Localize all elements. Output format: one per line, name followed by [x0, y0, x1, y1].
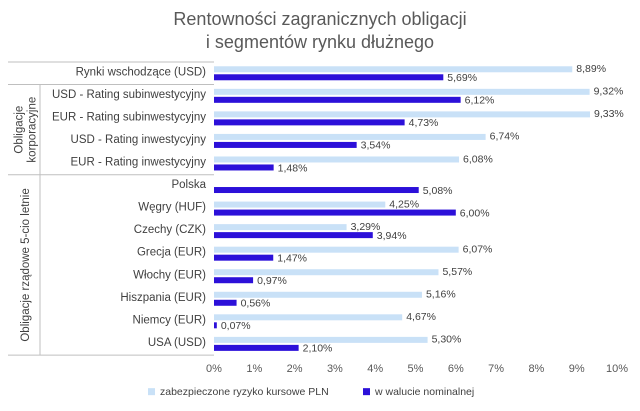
data-label-nominal-currency: 0,97%	[257, 275, 287, 287]
group-label: Obligacje rządowe 5-cio letnie	[20, 188, 32, 341]
category-label: Węgry (HUF)	[138, 202, 206, 214]
chart-title-line-2: i segmentów rynku dłużnego	[205, 32, 435, 52]
bar-hedged-pln	[214, 88, 590, 95]
data-label-hedged-pln: 6,07%	[463, 243, 493, 255]
x-tick-label: 10%	[606, 363, 628, 375]
bar-nominal-currency	[214, 254, 274, 261]
legend-swatch-hedged-pln	[148, 388, 155, 396]
bar-nominal-currency	[214, 344, 299, 351]
category-label: EUR - Rating inwestycyjny	[71, 157, 207, 169]
category-label: Hiszpania (EUR)	[120, 292, 206, 304]
data-label-hedged-pln: 6,08%	[463, 153, 493, 165]
category-label: Czechy (CZK)	[134, 224, 206, 236]
chart-title: Rentowności zagranicznych obligacji i se…	[0, 8, 640, 54]
category-label: EUR - Rating subinwestycyjny	[52, 111, 206, 123]
data-label-nominal-currency: 5,69%	[447, 72, 477, 84]
bar-hedged-pln	[214, 336, 428, 343]
bar-nominal-currency	[214, 299, 237, 306]
legend-label-nominal-currency: w walucie nominalnej	[374, 386, 474, 398]
data-label-hedged-pln: 3,29%	[351, 221, 381, 233]
bar-hedged-pln	[214, 269, 439, 276]
data-label-hedged-pln: 4,67%	[406, 311, 436, 323]
legend-label-hedged-pln: zabezpieczone ryzyko kursowe PLN	[160, 386, 329, 398]
data-label-hedged-pln: 8,89%	[576, 63, 606, 75]
data-label-hedged-pln: 5,57%	[442, 266, 472, 278]
data-label-hedged-pln: 6,74%	[490, 131, 520, 143]
bar-hedged-pln	[214, 224, 347, 231]
data-label-hedged-pln: 5,16%	[426, 289, 456, 301]
bar-nominal-currency	[214, 277, 254, 284]
data-label-nominal-currency: 3,54%	[361, 140, 391, 152]
group-label: Obligacje	[14, 106, 26, 154]
category-label: USD - Rating subinwestycyjny	[52, 89, 206, 101]
legend-swatch-nominal-currency	[363, 388, 370, 396]
x-tick-label: 0%	[206, 363, 222, 375]
data-label-nominal-currency: 0,56%	[241, 298, 271, 310]
data-label-nominal-currency: 5,08%	[423, 185, 453, 197]
category-label: Polska	[171, 179, 206, 191]
bar-hedged-pln	[214, 246, 459, 253]
bar-nominal-currency	[214, 209, 456, 216]
data-label-nominal-currency: 1,47%	[277, 252, 307, 264]
data-label-nominal-currency: 6,00%	[460, 207, 490, 219]
group-label: korporacyjne	[27, 97, 39, 163]
x-tick-label: 4%	[367, 363, 383, 375]
bar-hedged-pln	[214, 201, 386, 208]
x-tick-label: 1%	[246, 363, 262, 375]
data-label-hedged-pln: 5,30%	[432, 334, 462, 346]
x-tick-label: 9%	[569, 363, 585, 375]
data-label-hedged-pln: 4,25%	[389, 198, 419, 210]
bar-nominal-currency	[214, 96, 461, 103]
data-label-nominal-currency: 2,10%	[303, 343, 333, 355]
data-label-nominal-currency: 6,12%	[465, 95, 495, 107]
data-label-nominal-currency: 4,73%	[409, 117, 439, 129]
category-label: Rynki wschodzące (USD)	[76, 66, 207, 78]
bar-hedged-pln	[214, 314, 403, 321]
data-label-nominal-currency: 0,07%	[221, 320, 251, 332]
x-tick-label: 7%	[488, 363, 504, 375]
bar-nominal-currency	[214, 187, 419, 194]
x-tick-label: 3%	[327, 363, 343, 375]
category-label: Włochy (EUR)	[133, 269, 206, 281]
data-label-nominal-currency: 3,94%	[377, 230, 407, 242]
bar-hedged-pln	[214, 133, 486, 140]
category-label: USD - Rating inwestycyjny	[71, 134, 207, 146]
bar-nominal-currency	[214, 322, 217, 329]
bar-nominal-currency	[214, 119, 405, 126]
bar-nominal-currency	[214, 74, 444, 81]
bar-nominal-currency	[214, 232, 373, 239]
x-tick-label: 8%	[528, 363, 544, 375]
bar-hedged-pln	[214, 66, 573, 73]
bar-hedged-pln	[214, 111, 590, 118]
category-label: USA (USD)	[148, 337, 206, 349]
category-label: Niemcy (EUR)	[133, 314, 207, 326]
data-label-hedged-pln: 9,33%	[594, 108, 624, 120]
bar-nominal-currency	[214, 141, 357, 148]
x-tick-label: 2%	[287, 363, 303, 375]
bar-nominal-currency	[214, 164, 274, 171]
bar-hedged-pln	[214, 291, 422, 298]
x-tick-label: 5%	[408, 363, 424, 375]
data-label-nominal-currency: 1,48%	[278, 162, 308, 174]
category-label: Grecja (EUR)	[137, 247, 206, 259]
bar-hedged-pln	[214, 156, 460, 163]
data-label-hedged-pln: 9,32%	[594, 86, 624, 98]
chart-title-line-1: Rentowności zagranicznych obligacji	[173, 9, 467, 29]
x-tick-label: 6%	[448, 363, 464, 375]
